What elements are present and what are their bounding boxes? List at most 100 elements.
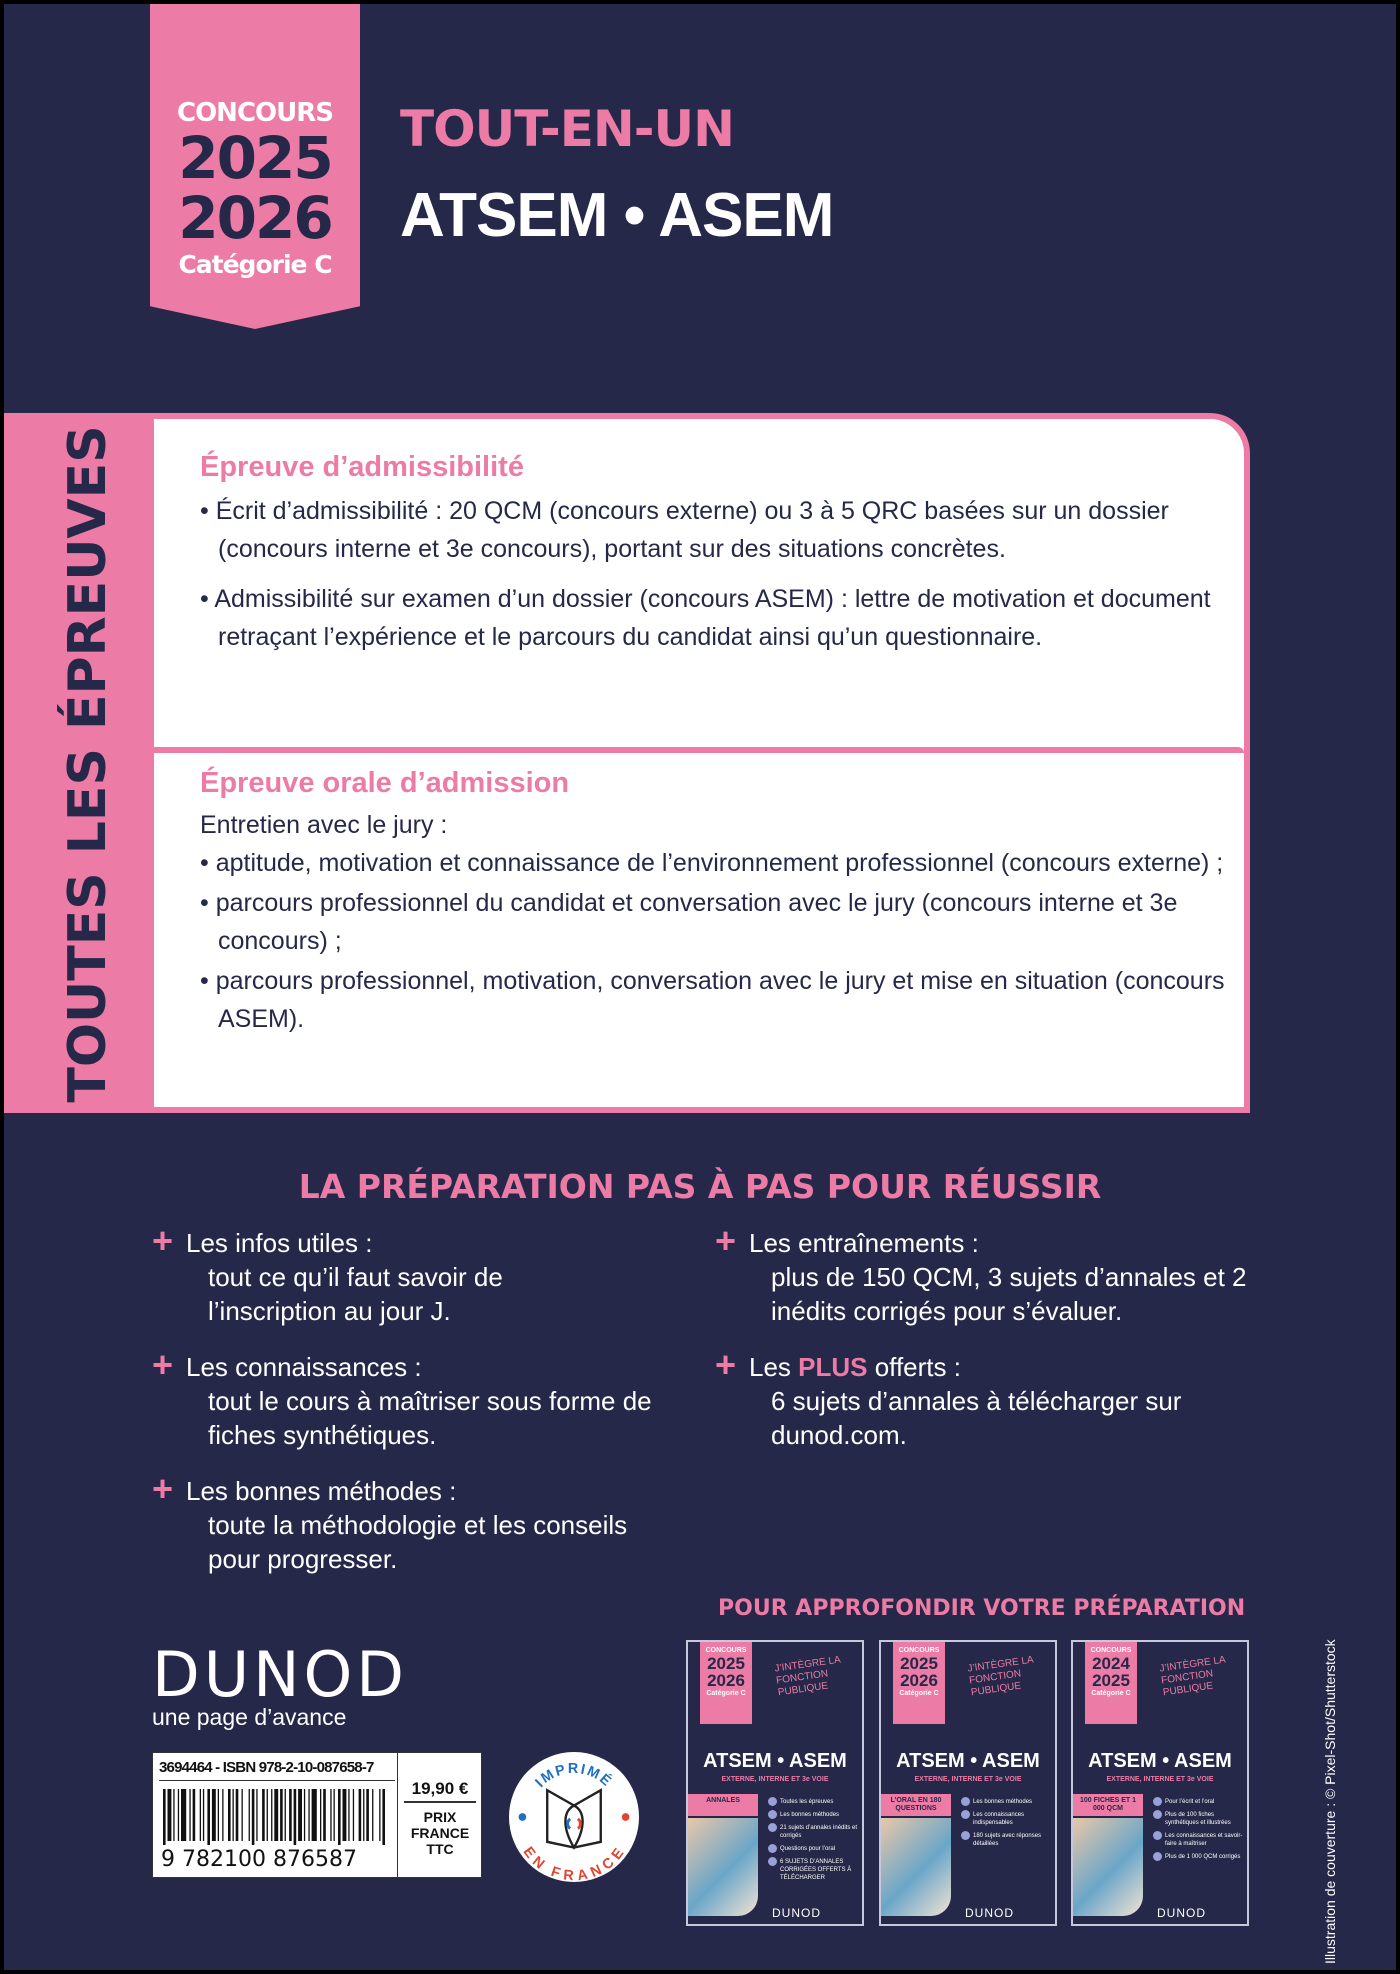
imprime-en-france-badge: IMPRIMÉ EN FRANCE bbox=[506, 1749, 642, 1885]
price: 19,90 € bbox=[404, 1779, 476, 1803]
book-title: ATSEM • ASEM bbox=[400, 181, 834, 250]
book-pin-icon bbox=[546, 1788, 602, 1850]
barcode-bar bbox=[372, 1789, 374, 1841]
barcode-bar bbox=[338, 1789, 341, 1845]
barcode-bar bbox=[342, 1789, 347, 1841]
prep-item: + Les infos utiles : tout ce qu’il faut sa… bbox=[152, 1223, 686, 1328]
barcode-bar bbox=[274, 1789, 279, 1841]
barcode-bar bbox=[382, 1789, 385, 1845]
cover-title: ATSEM • ASEM bbox=[703, 1750, 847, 1772]
cover-feature: Les connaissances indispensables bbox=[961, 1810, 1055, 1827]
cover-features: Pour l’écrit et l’oral Plus de 100 fiches… bbox=[1153, 1797, 1247, 1866]
item-text: toute la méthodologie et les conseils po… bbox=[208, 1510, 628, 1574]
barcode-bar bbox=[330, 1789, 332, 1841]
prep-item: + Les entraînements : plus de 150 QCM, 3 s… bbox=[715, 1223, 1289, 1328]
cover-feature: Toutes les épreuves bbox=[768, 1797, 862, 1806]
cover-year1: 2025 bbox=[707, 1654, 745, 1673]
cover-feature: 180 sujets avec réponses détaillées bbox=[961, 1831, 1055, 1848]
concours-ribbon: CONCOURS 2025 2026 Catégorie C bbox=[150, 4, 360, 329]
item-title: Les infos utiles : bbox=[186, 1228, 373, 1258]
plus-icon: + bbox=[715, 1220, 737, 1261]
approfondir-heading: POUR APPROFONDIR VOTRE PRÉPARATION bbox=[718, 1596, 1246, 1621]
barcode-bar bbox=[217, 1789, 219, 1841]
barcode-bar bbox=[289, 1789, 292, 1841]
ribbon-year1: 2025 bbox=[178, 124, 333, 192]
barcode-bars bbox=[163, 1789, 385, 1845]
cover-concours: CONCOURS bbox=[1090, 1647, 1132, 1654]
ribbon-concours: CONCOURS bbox=[177, 98, 334, 128]
item-text: 6 sujets d’annales à télécharger sur dun… bbox=[771, 1386, 1182, 1450]
item-title: Les entraînements : bbox=[749, 1228, 979, 1258]
cover-label: ANNALES bbox=[688, 1794, 758, 1816]
barcode-bar bbox=[298, 1789, 302, 1841]
barcode-bar bbox=[266, 1789, 268, 1841]
related-book-cover: CONCOURS 2025 2026 Catégorie C J’INTÈGRE LA… bbox=[686, 1640, 864, 1926]
plus-icon: + bbox=[715, 1344, 737, 1385]
barcode-bar bbox=[323, 1789, 326, 1841]
prep-item: + Les bonnes méthodes : toute la méthodolo… bbox=[152, 1471, 686, 1576]
admission-section: Épreuve orale d’admission Entretien avec… bbox=[200, 767, 1230, 1050]
cover-ribbon: CONCOURS 2024 2025 Catégorie C bbox=[1085, 1642, 1137, 1724]
prep-item: + Les PLUS offerts :6 sujets d’annales à … bbox=[715, 1347, 1289, 1452]
cover-category: Catégorie C bbox=[706, 1690, 746, 1697]
cover-feature: Les bonnes méthodes bbox=[768, 1810, 862, 1819]
item-text: tout le cours à maîtriser sous forme de … bbox=[208, 1386, 652, 1450]
side-tab bbox=[4, 413, 164, 1113]
cover-category: Catégorie C bbox=[1091, 1690, 1131, 1697]
cover-concours: CONCOURS bbox=[898, 1647, 940, 1654]
barcode-bar bbox=[181, 1789, 187, 1841]
barcode-bar bbox=[358, 1789, 362, 1841]
barcode-bar bbox=[228, 1789, 231, 1841]
item-text: plus de 150 QCM, 3 sujets d’annales et 2… bbox=[771, 1262, 1247, 1326]
barcode-bar bbox=[366, 1789, 369, 1841]
cover-subtitle: EXTERNE, INTERNE ET 3e VOIE bbox=[721, 1776, 829, 1783]
bullet: • Admissibilité sur examen d’un dossier … bbox=[200, 585, 1211, 651]
barcode-bar bbox=[352, 1789, 355, 1841]
cover-year1: 2024 bbox=[1092, 1654, 1130, 1673]
barcode-digits: 9 782100 876587 bbox=[161, 1847, 357, 1872]
cover-subtitle: EXTERNE, INTERNE ET 3e VOIE bbox=[914, 1776, 1022, 1783]
cover-ribbon: CONCOURS 2025 2026 Catégorie C bbox=[700, 1642, 752, 1724]
cover-year1: 2025 bbox=[900, 1654, 938, 1673]
cover-credit: Illustration de couverture : © Pixel-Sho… bbox=[1322, 1639, 1338, 1964]
cover-features: Les bonnes méthodes Les connaissances ind… bbox=[961, 1797, 1055, 1853]
barcode-bar bbox=[251, 1789, 255, 1845]
bullet: • parcours professionnel du candidat et … bbox=[200, 889, 1178, 955]
cover-year2: 2026 bbox=[707, 1671, 745, 1690]
barcode-bar bbox=[333, 1789, 335, 1841]
barcode-bar bbox=[303, 1789, 306, 1841]
epreuves-panel: Épreuve d’admissibilité • Écrit d’admiss… bbox=[154, 413, 1250, 1113]
barcode-bar bbox=[363, 1789, 365, 1841]
barcode-bar bbox=[280, 1789, 283, 1841]
bullet: • Écrit d’admissibilité : 20 QCM (concou… bbox=[200, 497, 1169, 563]
cover-feature: Plus de 1 000 QCM corrigés bbox=[1153, 1852, 1247, 1861]
barcode-bar bbox=[235, 1789, 239, 1841]
barcode-bar bbox=[379, 1789, 381, 1841]
barcode-box: 3694464 - ISBN 978-2-10-087658-7 9 78210… bbox=[152, 1752, 482, 1878]
logo-tagline: une page d’avance bbox=[152, 1704, 347, 1730]
price-label: PRIX bbox=[423, 1809, 457, 1825]
barcode-bar bbox=[211, 1789, 216, 1841]
side-tab-label: TOUTES LES ÉPREUVES bbox=[58, 425, 118, 1103]
barcode-bar bbox=[163, 1789, 166, 1845]
cover-photo bbox=[1073, 1818, 1143, 1916]
barcode-bar bbox=[173, 1789, 175, 1841]
plus-icon: + bbox=[152, 1220, 174, 1261]
cover-collection: J’INTÈGRE LA FONCTION PUBLIQUE bbox=[1158, 1654, 1226, 1699]
barcode-bar bbox=[199, 1789, 201, 1841]
cover-title: ATSEM • ASEM bbox=[896, 1750, 1040, 1772]
section-divider bbox=[154, 747, 1244, 753]
barcode-bar bbox=[348, 1789, 350, 1841]
cover-title: ATSEM • ASEM bbox=[1088, 1750, 1232, 1772]
barcode-bar bbox=[207, 1789, 210, 1845]
badge-bottom-text: EN FRANCE bbox=[520, 1844, 629, 1884]
intro: Entretien avec le jury : bbox=[200, 811, 448, 839]
cover-concours: CONCOURS bbox=[705, 1647, 747, 1654]
bullet: • parcours professionnel, motivation, co… bbox=[200, 967, 1225, 1033]
plus-icon: + bbox=[152, 1344, 174, 1385]
item-title: Les PLUS offerts : bbox=[749, 1350, 1289, 1384]
cover-collection: J’INTÈGRE LA FONCTION PUBLIQUE bbox=[773, 1654, 841, 1699]
admissibilite-section: Épreuve d’admissibilité • Écrit d’admiss… bbox=[200, 451, 1230, 668]
cover-feature: Questions pour l’oral bbox=[768, 1844, 862, 1853]
bullet: • aptitude, motivation et connaissance d… bbox=[200, 849, 1224, 877]
